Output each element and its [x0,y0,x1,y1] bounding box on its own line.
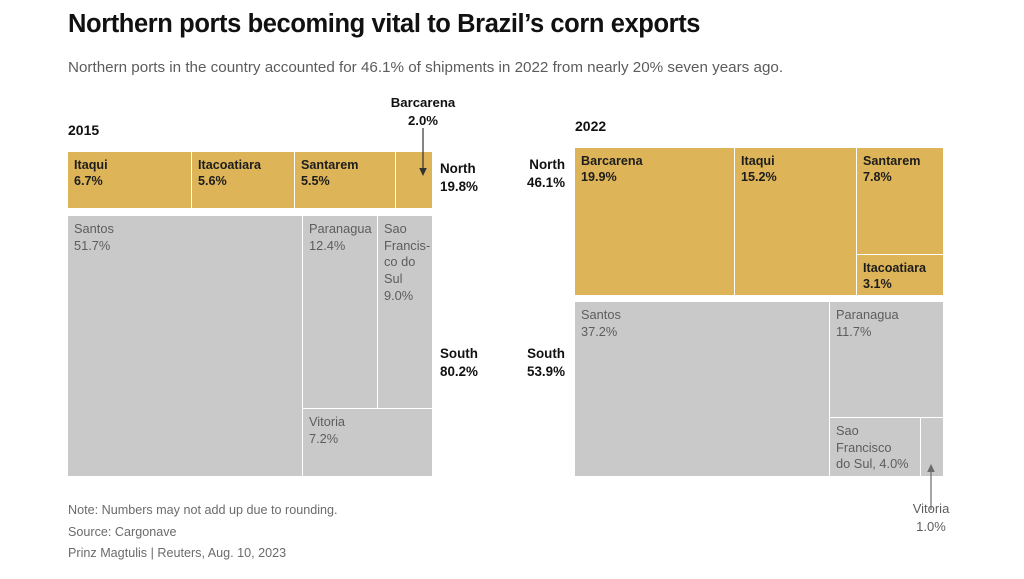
cell-label: Itaqui [741,154,775,168]
cell-2015-itacoatiara[interactable]: Itacoatiara 5.6% [191,152,294,208]
cell-value: 15.2% [741,170,777,185]
cell-value: 7.8% [863,170,892,185]
cell-value: 9.0% [384,287,414,303]
cell-value: 5.5% [301,174,330,189]
cell-value: 7.2% [309,430,339,446]
cell-label: Santarem [301,158,359,172]
cell-value: 11.7% [836,323,872,339]
cell-value: do Sul, 4.0% [836,456,909,472]
cell-label: Itaqui [74,158,108,172]
group-label-value: 46.1% [527,175,565,191]
group-label-2015-south: South 80.2% [440,345,478,381]
group-label-text: South [440,346,478,361]
callout-2022-vitoria: Vitoria 1.0% [841,500,1021,535]
cell-label: Itacoatiara [198,158,261,172]
page-subtitle: Northern ports in the country accounted … [68,59,784,76]
cell-2015-santos[interactable]: Santos 51.7% [68,216,302,476]
group-label-text: North [529,157,565,172]
group-label-2022-north: North 46.1% [452,156,565,192]
cell-2022-santos[interactable]: Santos 37.2% [575,302,829,476]
callout-arrow-down-icon [419,128,427,176]
footer: Note: Numbers may not add up due to roun… [68,500,338,565]
cell-label: Paranagua [836,307,899,322]
cell-label: Sao Francisco [836,423,892,455]
group-label-2015-north: North 19.8% [440,160,478,196]
panel-year-2015: 2015 [68,122,100,138]
page-title: Northern ports becoming vital to Brazil’… [68,10,701,38]
band-2015-south: Santos 51.7% Paranagua 12.4% Sao Francis… [68,216,432,476]
group-label-value: 19.8% [440,179,478,195]
band-2022-north: Barcarena 19.9% Itaqui 15.2% Santarem 7.… [575,148,943,295]
cell-2015-santarem[interactable]: Santarem 5.5% [294,152,395,208]
cell-2022-barcarena[interactable]: Barcarena 19.9% [575,148,734,295]
callout-label: Barcarena [390,95,456,110]
footer-byline: Prinz Magtulis | Reuters, Aug. 10, 2023 [68,546,287,561]
cell-label: Barcarena [581,154,643,168]
group-label-2022-south: South 53.9% [452,345,565,381]
callout-2015-barcarena: Barcarena 2.0% [333,94,513,130]
callout-value: 1.0% [916,518,946,534]
cell-label: Itacoatiara [863,261,926,275]
cell-2022-santarem[interactable]: Santarem 7.8% [856,148,943,254]
cell-value: 3.1% [863,277,892,292]
cell-2015-itaqui[interactable]: Itaqui 6.7% [68,152,191,208]
cell-label: Santos [581,307,621,322]
panel-year-2022: 2022 [575,118,607,134]
cell-value: 51.7% [74,237,111,253]
callout-arrow-up-icon [927,464,935,510]
band-2022-south: Santos 37.2% Paranagua 11.7% Sao Francis… [575,302,943,476]
footer-source: Source: Cargonave [68,524,177,539]
cell-label: Vitoria [309,414,346,429]
band-2015-north: Itaqui 6.7% Itacoatiara 5.6% Santarem 5.… [68,152,432,208]
group-label-text: North [440,161,476,176]
cell-label: Santos [74,221,114,236]
cell-label: Paranagua [309,221,372,236]
cell-value: 19.9% [581,170,617,185]
cell-value: 12.4% [309,237,346,253]
group-label-text: South [527,346,565,361]
cell-2022-paranagua[interactable]: Paranagua 11.7% [829,302,943,417]
callout-value: 2.0% [407,112,439,128]
cell-2015-paranagua[interactable]: Paranagua 12.4% [302,216,377,408]
group-label-value: 53.9% [527,364,565,380]
cell-2015-sao-francisco-do-sul[interactable]: Sao Francis-co do Sul 9.0% [377,216,432,408]
cell-2022-itaqui[interactable]: Itaqui 15.2% [734,148,856,295]
cell-value: 5.6% [198,174,227,189]
cell-2022-vitoria[interactable] [920,417,943,476]
group-label-value: 80.2% [440,364,478,380]
cell-label: Sao Francis-co do Sul [384,221,431,286]
cell-2015-barcarena[interactable] [395,152,432,208]
footer-note: Note: Numbers may not add up due to roun… [68,503,338,517]
cell-label: Santarem [863,154,921,168]
cell-2022-itacoatiara[interactable]: Itacoatiara 3.1% [856,254,943,295]
callout-label: Vitoria [912,501,950,516]
cell-2015-vitoria[interactable]: Vitoria 7.2% [302,408,432,476]
cell-value: 37.2% [581,323,618,339]
cell-value: 6.7% [74,174,103,189]
cell-2022-sao-francisco-do-sul[interactable]: Sao Francisco do Sul, 4.0% [829,417,920,476]
